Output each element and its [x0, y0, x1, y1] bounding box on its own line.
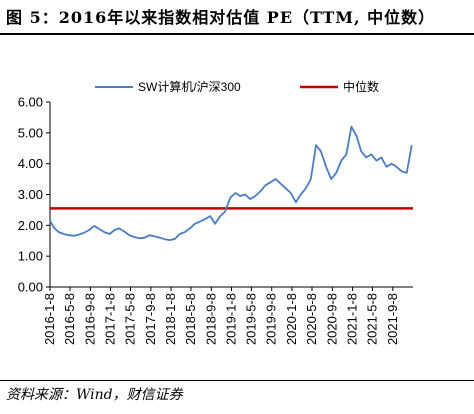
- source-rule: [0, 380, 474, 381]
- x-tick-label: 2016-9-8: [82, 293, 97, 345]
- x-tick-label: 2020-5-8: [304, 293, 319, 345]
- y-tick-label: 4.00: [18, 156, 43, 171]
- x-tick-label: 2017-9-8: [143, 293, 158, 345]
- legend-series-label: SW计算机/沪深300: [138, 79, 241, 94]
- plot-area: 0.00 1.00 2.00 3.00 4.00 5.00 6.00 2016-1-8 2016…: [18, 95, 413, 345]
- x-tick-label: 2021-5-8: [364, 293, 379, 345]
- x-tick-label: 2020-1-8: [284, 293, 299, 345]
- x-tick-label: 2017-1-8: [103, 293, 118, 345]
- y-tick-label: 3.00: [18, 187, 43, 202]
- x-tick-label: 2017-5-8: [122, 293, 137, 345]
- x-tick-label: 2021-9-8: [385, 293, 400, 345]
- y-tick-label: 1.00: [18, 249, 43, 264]
- y-tick-label: 2.00: [18, 218, 43, 233]
- legend: SW计算机/沪深300 中位数: [95, 79, 379, 94]
- x-tick-label: 2016-1-8: [42, 293, 57, 345]
- title-rule: [0, 33, 474, 35]
- x-tick-label: 2019-9-8: [264, 293, 279, 345]
- x-tick-label: 2018-9-8: [203, 293, 218, 345]
- series-line-sw-computer: [49, 125, 413, 242]
- x-tick-label: 2019-1-8: [224, 293, 239, 345]
- x-tick-label: 2020-9-8: [324, 293, 339, 345]
- source-note: 资料来源：Wind，财信证券: [6, 387, 183, 403]
- x-tick-label: 2019-5-8: [243, 293, 258, 345]
- x-tick-label: 2016-5-8: [62, 293, 77, 345]
- y-tick-label: 5.00: [18, 125, 43, 140]
- x-tick-label: 2018-1-8: [163, 293, 178, 345]
- y-tick-label: 0.00: [18, 280, 43, 295]
- pe-ratio-chart: SW计算机/沪深300 中位数 0.00 1.00 2.00 3.00 4.00 5.00…: [18, 79, 413, 345]
- figure-title: 图 5：2016年以来指数相对估值 PE（TTM, 中位数）: [6, 8, 436, 27]
- x-tick-label: 2018-5-8: [183, 293, 198, 345]
- x-tick-label: 2021-1-8: [345, 293, 360, 345]
- legend-median-label: 中位数: [343, 79, 379, 94]
- y-tick-label: 6.00: [18, 95, 43, 110]
